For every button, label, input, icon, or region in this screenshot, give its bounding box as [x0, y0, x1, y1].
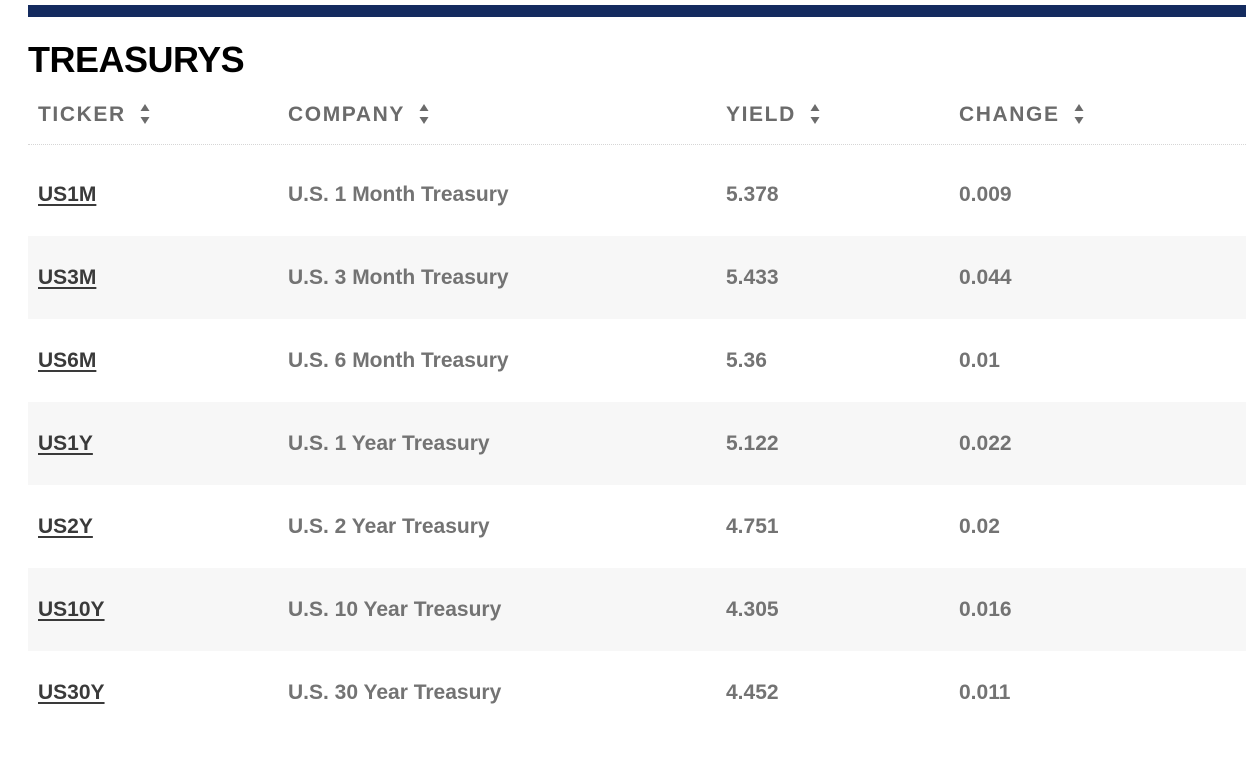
table-row: US3M U.S. 3 Month Treasury 5.433 0.044 — [28, 236, 1246, 319]
yield-cell: 4.452 — [726, 680, 779, 704]
column-header-company[interactable]: COMPANY — [288, 103, 726, 127]
change-cell: 0.011 — [959, 680, 1011, 704]
ticker-link[interactable]: US3M — [38, 265, 97, 289]
ticker-link[interactable]: US2Y — [38, 514, 93, 538]
table-row: US1Y U.S. 1 Year Treasury 5.122 0.022 — [28, 402, 1246, 485]
yield-cell: 5.36 — [726, 348, 767, 372]
yield-cell: 5.122 — [726, 431, 779, 455]
ticker-link[interactable]: US10Y — [38, 597, 105, 621]
table-body: US1M U.S. 1 Month Treasury 5.378 0.009 U… — [28, 153, 1246, 734]
table-row: US2Y U.S. 2 Year Treasury 4.751 0.02 — [28, 485, 1246, 568]
company-cell: U.S. 2 Year Treasury — [288, 514, 490, 538]
yield-cell: 4.305 — [726, 597, 779, 621]
yield-cell: 5.378 — [726, 182, 779, 206]
yield-cell: 4.751 — [726, 514, 779, 538]
column-header-label: YIELD — [726, 103, 796, 126]
table-row: US6M U.S. 6 Month Treasury 5.36 0.01 — [28, 319, 1246, 402]
column-header-ticker[interactable]: TICKER — [28, 103, 288, 127]
change-cell: 0.02 — [959, 514, 1000, 538]
yield-cell: 5.433 — [726, 265, 779, 289]
company-cell: U.S. 1 Month Treasury — [288, 182, 509, 206]
table-header: TICKER COMPANY YIELD CHANGE — [28, 86, 1246, 145]
treasurys-table: TICKER COMPANY YIELD CHANGE — [28, 86, 1246, 734]
column-header-change[interactable]: CHANGE — [959, 103, 1246, 127]
change-cell: 0.009 — [959, 182, 1012, 206]
table-row: US1M U.S. 1 Month Treasury 5.378 0.009 — [28, 153, 1246, 236]
ticker-link[interactable]: US6M — [38, 348, 97, 372]
company-cell: U.S. 30 Year Treasury — [288, 680, 502, 704]
ticker-link[interactable]: US30Y — [38, 680, 105, 704]
column-header-yield[interactable]: YIELD — [726, 103, 959, 127]
table-row: US30Y U.S. 30 Year Treasury 4.452 0.011 — [28, 651, 1246, 734]
ticker-link[interactable]: US1Y — [38, 431, 93, 455]
sort-icon[interactable] — [1074, 102, 1084, 126]
change-cell: 0.044 — [959, 265, 1012, 289]
sort-icon[interactable] — [140, 102, 150, 126]
column-header-label: COMPANY — [288, 103, 405, 126]
sort-icon[interactable] — [419, 102, 429, 126]
section-top-bar — [28, 5, 1246, 17]
change-cell: 0.01 — [959, 348, 1000, 372]
change-cell: 0.016 — [959, 597, 1012, 621]
company-cell: U.S. 6 Month Treasury — [288, 348, 509, 372]
change-cell: 0.022 — [959, 431, 1012, 455]
sort-icon[interactable] — [810, 102, 820, 126]
column-header-label: CHANGE — [959, 103, 1060, 126]
ticker-link[interactable]: US1M — [38, 182, 97, 206]
section-title: TREASURYS — [28, 39, 245, 80]
company-cell: U.S. 1 Year Treasury — [288, 431, 490, 455]
treasurys-section: TREASURYS TICKER COMPANY YIELD — [28, 0, 1246, 734]
column-header-label: TICKER — [38, 103, 126, 126]
company-cell: U.S. 3 Month Treasury — [288, 265, 509, 289]
company-cell: U.S. 10 Year Treasury — [288, 597, 502, 621]
table-row: US10Y U.S. 10 Year Treasury 4.305 0.016 — [28, 568, 1246, 651]
